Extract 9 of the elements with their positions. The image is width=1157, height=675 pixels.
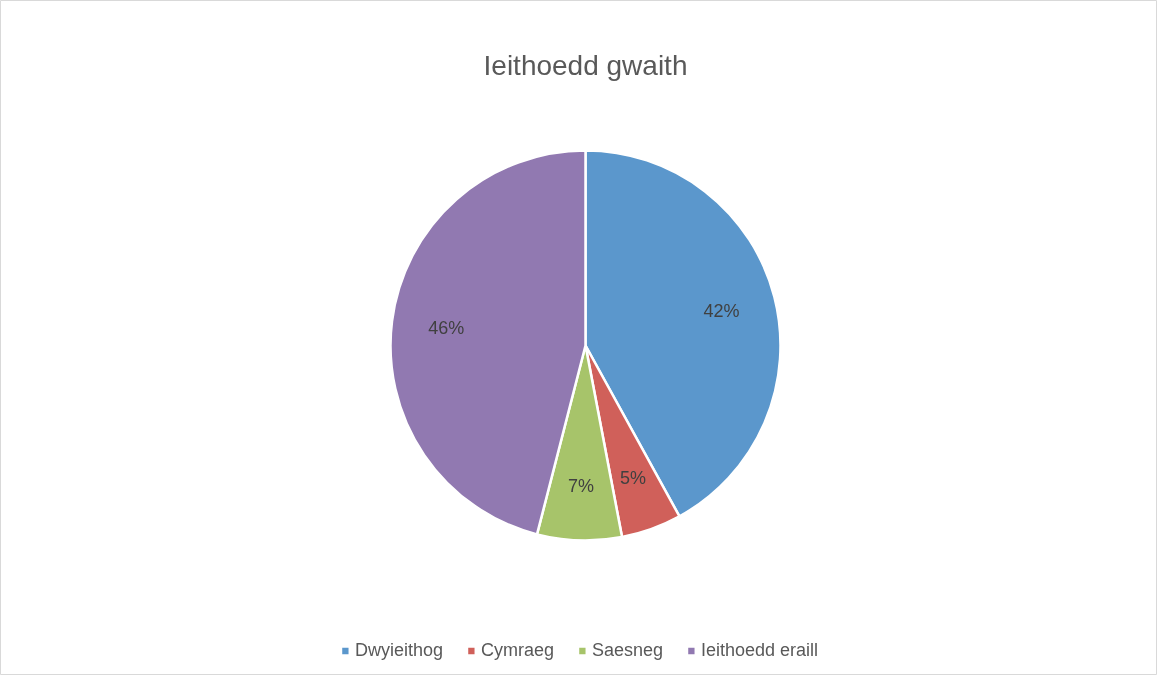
data-label: 42% — [703, 300, 740, 321]
legend-label: Saesneg — [591, 640, 664, 661]
legend-label: Cymraeg — [480, 640, 554, 661]
data-label: 46% — [428, 317, 465, 338]
legend-label: Ieithoedd eraill — [701, 640, 819, 661]
data-label: 7% — [568, 475, 595, 496]
chart-title: Ieithoedd gwaith — [483, 50, 688, 81]
data-label: 5% — [620, 467, 647, 488]
legend-label: Dwyieithog — [354, 640, 443, 661]
